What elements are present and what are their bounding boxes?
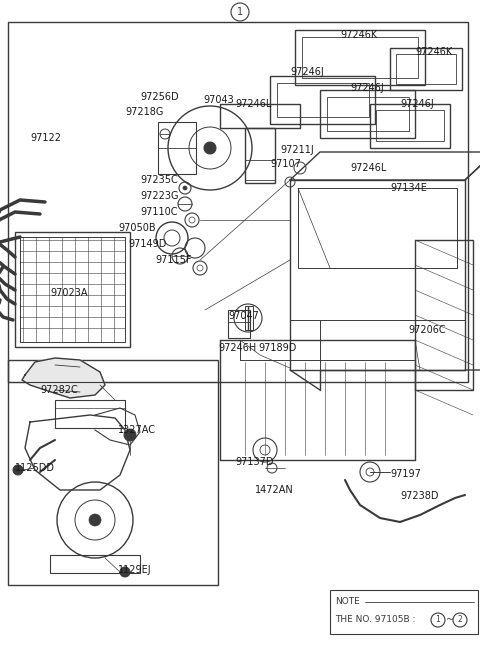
Text: 97050B: 97050B [118, 223, 156, 233]
Bar [158, 122, 196, 174]
Bar [376, 110, 444, 141]
Text: 97115F: 97115F [155, 255, 192, 265]
Text: 97246L: 97246L [350, 163, 386, 173]
Text: 97246K: 97246K [340, 30, 377, 40]
Text: 97211J: 97211J [280, 145, 314, 155]
Text: 1: 1 [436, 616, 440, 624]
Text: 97246J: 97246J [350, 83, 384, 93]
Text: NOTE: NOTE [335, 597, 360, 607]
Bar [277, 83, 369, 117]
Bar [390, 48, 462, 90]
Text: 97246K: 97246K [415, 47, 452, 57]
Bar [20, 237, 125, 342]
Text: 1129EJ: 1129EJ [118, 565, 152, 575]
Bar [298, 188, 457, 268]
Bar [295, 30, 425, 85]
Text: 97246J: 97246J [400, 99, 434, 109]
Circle shape [204, 142, 216, 154]
Text: 97047: 97047 [228, 311, 259, 321]
Text: 97043: 97043 [203, 95, 234, 105]
Text: THE NO. 97105B :: THE NO. 97105B : [335, 616, 418, 624]
Bar [8, 360, 218, 585]
Text: 97134E: 97134E [390, 183, 427, 193]
Text: 97107: 97107 [270, 159, 301, 169]
Circle shape [13, 465, 23, 475]
Bar [396, 54, 456, 84]
Bar [320, 90, 415, 138]
Bar [220, 104, 300, 128]
Circle shape [120, 567, 130, 577]
Text: 1327AC: 1327AC [118, 425, 156, 435]
Text: 97206C: 97206C [408, 325, 445, 335]
Text: 97235C: 97235C [140, 175, 178, 185]
Text: 1125DD: 1125DD [15, 463, 55, 473]
Text: 97110C: 97110C [140, 207, 178, 217]
Text: 2: 2 [457, 616, 462, 624]
Circle shape [124, 429, 136, 441]
Bar [245, 306, 253, 330]
Text: 97122: 97122 [30, 133, 61, 143]
Bar [55, 400, 125, 428]
Bar [415, 240, 473, 390]
Bar [50, 555, 140, 573]
Text: 97246J: 97246J [290, 67, 324, 77]
Text: ~: ~ [446, 615, 454, 625]
Bar [302, 37, 418, 78]
Bar [370, 104, 450, 148]
Text: 1472AN: 1472AN [255, 485, 294, 495]
Text: 97246H: 97246H [218, 343, 256, 353]
Bar [245, 160, 275, 180]
Circle shape [183, 186, 187, 190]
Text: 97137D: 97137D [235, 457, 274, 467]
Bar [330, 590, 478, 634]
Polygon shape [22, 358, 105, 398]
Text: 1: 1 [237, 7, 243, 17]
Text: 97149D: 97149D [128, 239, 167, 249]
Bar [327, 97, 409, 131]
Text: 97023A: 97023A [50, 288, 87, 298]
Text: 97218G: 97218G [125, 107, 163, 117]
Text: 97238D: 97238D [400, 491, 439, 501]
Text: 97189D: 97189D [258, 343, 296, 353]
Bar [245, 128, 275, 183]
Bar [15, 232, 130, 347]
Bar [8, 22, 468, 382]
Bar [228, 310, 250, 338]
Text: 97197: 97197 [390, 469, 421, 479]
Circle shape [89, 514, 101, 526]
Text: 97223G: 97223G [140, 191, 179, 201]
Text: 97246L: 97246L [235, 99, 271, 109]
Bar [270, 76, 375, 124]
Text: 97256D: 97256D [140, 92, 179, 102]
Text: 97282C: 97282C [40, 385, 78, 395]
